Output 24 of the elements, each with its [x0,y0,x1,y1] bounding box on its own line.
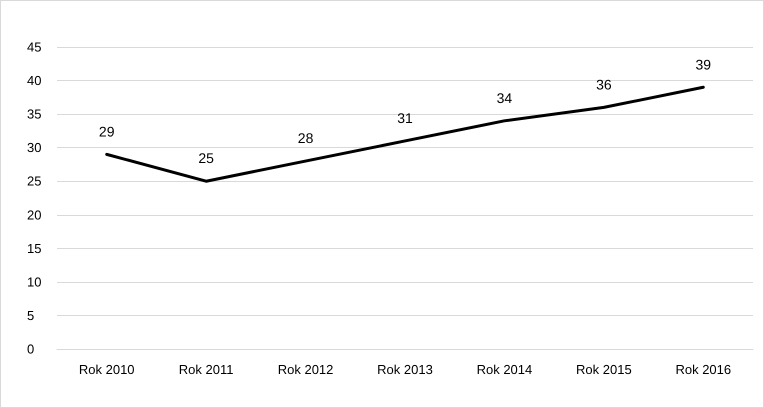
y-tick-label: 45 [27,40,42,54]
data-label: 29 [98,123,115,140]
x-tick-label: Rok 2012 [278,362,334,377]
y-tick-label: 25 [27,174,42,189]
x-tick-label: Rok 2010 [78,362,135,377]
x-tick-label: Rok 2013 [377,362,433,377]
y-tick-label: 10 [27,274,42,290]
x-tick-label: Rok 2016 [675,362,732,377]
y-tick-label: 30 [27,140,42,156]
data-label: 31 [397,110,413,126]
data-label: 39 [695,56,712,72]
x-tick-label: Rok 2014 [476,362,532,377]
y-tick-label: 20 [27,207,42,222]
data-label: 36 [596,76,612,92]
x-tick-label: Rok 2015 [576,362,632,377]
y-tick-label: 35 [27,106,42,122]
y-tick-label: 5 [27,308,34,323]
data-label: 34 [496,90,512,106]
y-tick-label: 0 [27,342,34,356]
y-tick-label: 15 [27,240,42,256]
y-tick-label: 40 [27,73,42,88]
x-tick-label: Rok 2011 [178,362,234,377]
data-label: 28 [298,130,314,146]
data-label: 25 [198,150,214,166]
